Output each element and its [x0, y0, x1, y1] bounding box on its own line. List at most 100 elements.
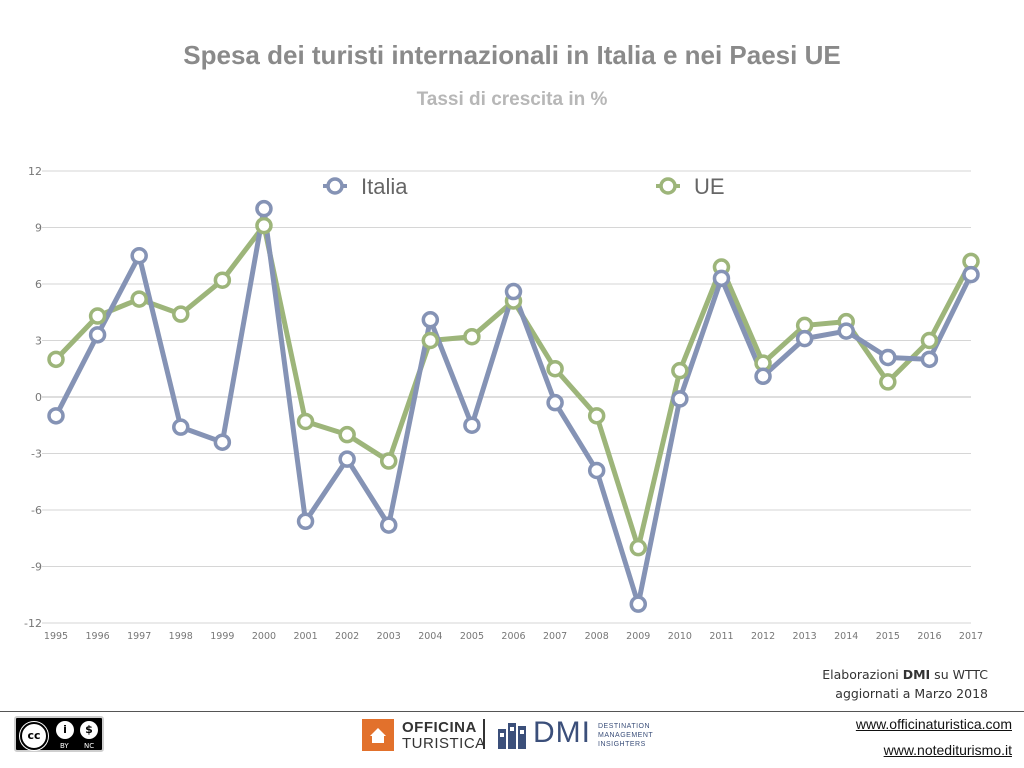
y-tick-label: -12 — [24, 617, 42, 630]
x-tick-label: 2007 — [543, 631, 567, 642]
building-icon — [498, 723, 526, 749]
data-point-italia — [213, 433, 232, 451]
data-point-ue — [546, 360, 564, 378]
by-icon: i — [56, 721, 74, 739]
tagline-line3: INSIGHTERS — [598, 741, 646, 748]
x-tick-label: 2003 — [377, 631, 401, 642]
y-tick-label: 3 — [35, 335, 42, 348]
data-point-italia — [546, 393, 564, 412]
data-point-ue — [421, 331, 440, 350]
data-point-ue — [213, 271, 232, 289]
chart-title: Spesa dei turisti internazionali in Ital… — [183, 40, 841, 70]
logo-line1: OFFICINA — [402, 719, 477, 736]
x-tick-label: 2014 — [834, 631, 858, 642]
cc-license-badge[interactable]: cc i $ BY NC — [14, 716, 104, 752]
legend-marker — [326, 177, 344, 195]
footer-divider — [0, 711, 1024, 712]
data-point-italia — [130, 247, 148, 265]
data-point-italia — [671, 390, 689, 408]
credit-line2: aggiornati a Marzo 2018 — [835, 686, 988, 701]
x-tick-label: 2009 — [626, 631, 650, 642]
data-point-italia — [255, 199, 273, 218]
x-tick-label: 2004 — [418, 631, 442, 642]
data-point-italia — [421, 311, 440, 329]
data-point-italia — [504, 282, 523, 301]
y-tick-label: 6 — [35, 278, 42, 291]
data-point-ue — [879, 373, 897, 391]
data-point-ue — [629, 538, 648, 557]
data-point-italia — [712, 269, 731, 288]
officina-turistica-logo: OFFICINA TURISTICA — [362, 719, 494, 752]
cc-icon: cc — [20, 722, 48, 750]
data-point-ue — [296, 412, 315, 431]
logo-separator — [483, 719, 485, 749]
x-tick-label: 2000 — [252, 631, 276, 642]
nc-icon: $ — [80, 721, 98, 739]
x-tick-label: 2012 — [751, 631, 775, 642]
x-tick-label: 2017 — [959, 631, 983, 642]
data-point-ue — [255, 216, 273, 235]
credit-suffix: su WTTC — [930, 667, 988, 682]
x-tick-label: 1998 — [169, 631, 193, 642]
data-point-ue — [587, 407, 606, 425]
data-point-italia — [962, 265, 980, 284]
x-tick-label: 2016 — [917, 631, 941, 642]
data-point-italia — [379, 516, 398, 534]
data-point-ue — [338, 425, 356, 444]
website-link-notedi[interactable]: www.notediturismo.it — [883, 742, 1012, 758]
dmi-tagline: DESTINATION MANAGEMENT INSIGHTERS — [598, 722, 653, 749]
chart-subtitle: Tassi di crescita in % — [416, 89, 608, 110]
x-tick-label: 2011 — [709, 631, 733, 642]
data-point-italia — [920, 350, 939, 369]
legend-label: Italia — [361, 174, 408, 199]
data-point-ue — [130, 290, 148, 308]
data-point-italia — [629, 595, 648, 613]
y-tick-label: 9 — [35, 222, 42, 235]
x-tick-label: 2001 — [293, 631, 317, 642]
data-point-italia — [879, 348, 897, 367]
data-point-ue — [379, 452, 398, 470]
house-icon — [362, 719, 394, 751]
x-tick-label: 1999 — [210, 631, 234, 642]
cc-by-label: BY — [60, 742, 69, 750]
data-point-italia — [296, 512, 315, 531]
data-point-italia — [754, 367, 772, 386]
y-tick-label: 0 — [35, 391, 42, 404]
series-line-ue — [53, 223, 974, 551]
cc-nc-label: NC — [84, 742, 95, 750]
x-tick-label: 2013 — [793, 631, 817, 642]
x-tick-label: 2008 — [585, 631, 609, 642]
x-tick-label: 2005 — [460, 631, 484, 642]
x-tick-label: 1997 — [127, 631, 151, 642]
y-tick-label: -6 — [31, 504, 42, 517]
data-point-ue — [671, 361, 689, 380]
x-tick-label: 2010 — [668, 631, 692, 642]
y-tick-label: -9 — [31, 561, 42, 574]
credit-prefix: Elaborazioni — [822, 667, 903, 682]
tagline-line2: MANAGEMENT — [598, 732, 654, 739]
data-point-italia — [587, 461, 606, 480]
x-tick-label: 2006 — [501, 631, 525, 642]
data-point-italia — [88, 326, 107, 344]
data-point-ue — [463, 327, 481, 346]
tagline-line1: DESTINATION — [598, 723, 651, 730]
credit-bold: DMI — [902, 667, 931, 682]
dmi-wordmark: DMI — [533, 716, 591, 749]
legend-marker — [659, 177, 677, 195]
data-point-ue — [88, 307, 107, 325]
x-tick-label: 1996 — [85, 631, 109, 642]
data-point-italia — [338, 450, 356, 468]
x-tick-label: 2015 — [876, 631, 900, 642]
y-tick-label: -3 — [31, 448, 42, 461]
x-tick-label: 1995 — [44, 631, 68, 642]
data-point-italia — [47, 407, 65, 425]
dmi-logo: DMI DESTINATION MANAGEMENT INSIGHTERS — [497, 716, 677, 751]
legend-label: UE — [694, 174, 725, 199]
website-link-officina[interactable]: www.officinaturistica.com — [855, 716, 1012, 732]
data-point-ue — [920, 331, 939, 350]
data-point-italia — [463, 416, 481, 434]
data-point-italia — [837, 322, 855, 340]
logo-line2: TURISTICA — [402, 735, 486, 752]
data-point-ue — [47, 350, 65, 369]
